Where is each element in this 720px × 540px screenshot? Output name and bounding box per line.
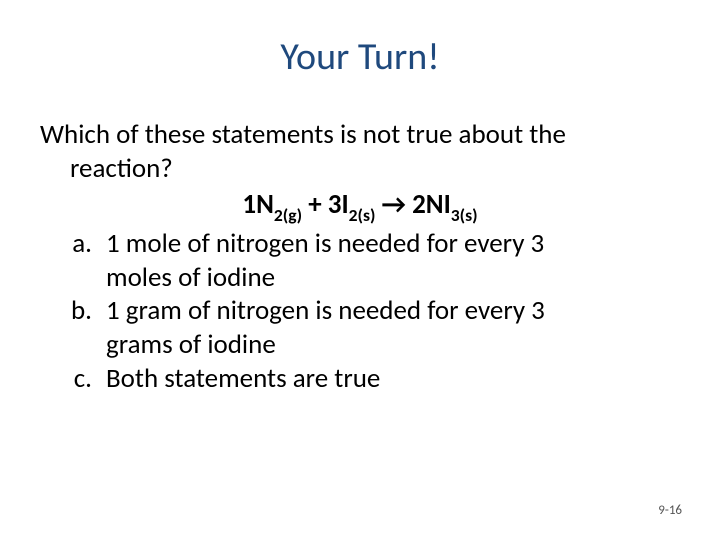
formula-1: N [256,188,274,221]
options-list: a. 1 mole of nitrogen is needed for ever… [40,227,680,396]
slide-container: Your Turn! Which of these statements is … [0,0,720,540]
option-a-line1: 1 mole of nitrogen is needed for every 3 [106,227,680,261]
coef-1: 1 [242,188,256,221]
formula-3: NI [426,188,451,221]
option-a: a. 1 mole of nitrogen is needed for ever… [40,227,680,295]
option-marker: b. [40,294,106,362]
plus-sign: + [302,188,328,221]
option-a-line2: moles of iodine [106,261,680,295]
sub-2: 2(s) [349,204,376,226]
question-line-2: reaction? [40,152,680,186]
option-b: b. 1 gram of nitrogen is needed for ever… [40,294,680,362]
arrow-icon: → [375,188,412,221]
option-c-line1: Both statements are true [106,362,680,396]
coef-2: 3 [328,188,342,221]
option-b-line1: 1 gram of nitrogen is needed for every 3 [106,294,680,328]
slide-body: Which of these statements is not true ab… [40,118,680,396]
option-marker: a. [40,227,106,295]
slide-number: 9-16 [658,503,682,518]
option-c: c. Both statements are true [40,362,680,396]
formula-2: I [341,188,348,221]
sub-1: 2(g) [274,204,302,226]
question-text: Which of these statements is not true ab… [40,118,680,186]
sub-3: 3(s) [451,204,478,226]
option-text: 1 gram of nitrogen is needed for every 3… [106,294,680,362]
option-b-line2: grams of iodine [106,328,680,362]
option-marker: c. [40,362,106,396]
option-text: 1 mole of nitrogen is needed for every 3… [106,227,680,295]
reaction-equation: 1N2(g) + 3I2(s) → 2NI3(s) [40,188,680,225]
slide-title: Your Turn! [40,34,680,80]
coef-3: 2 [412,188,426,221]
question-line-1: Which of these statements is not true ab… [40,118,680,152]
option-text: Both statements are true [106,362,680,396]
